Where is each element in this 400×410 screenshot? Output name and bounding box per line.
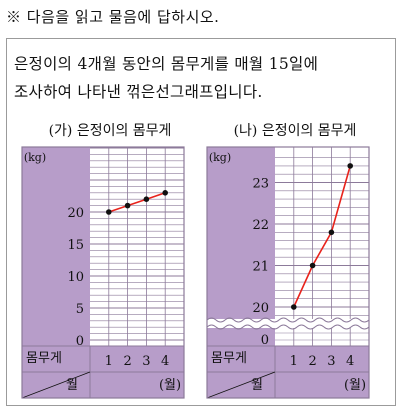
data-point	[162, 190, 168, 196]
x-tick-label: 1	[290, 354, 298, 369]
x-tick-label: 4	[346, 354, 354, 369]
data-point	[328, 229, 335, 236]
y-tick-label: 5	[76, 302, 84, 317]
x-unit-text: (월)	[344, 378, 366, 393]
chart-title: (나) 은정이의 몸무게	[234, 123, 357, 139]
ylabel-text: 몸무게	[26, 351, 62, 366]
data-point	[143, 196, 150, 202]
series-line	[293, 165, 351, 308]
y-tick-label: 20	[67, 206, 84, 221]
problem-text-line2: 조사하여 나타낸 꺾은선그래프입니다.	[14, 83, 263, 101]
data-point	[106, 209, 112, 215]
y-tick-label: 22	[252, 218, 269, 233]
data-point	[291, 304, 297, 310]
xlabel-text: 월	[251, 378, 263, 393]
problem-text-line1: 은정이의 4개월 동안의 몸무게를 매월 15일에	[14, 55, 319, 73]
plot-area	[90, 147, 184, 346]
y-tick-label: 23	[252, 177, 269, 192]
table-diagonal	[21, 371, 91, 399]
x-unit-text: (월)	[159, 378, 181, 393]
series-line	[108, 192, 166, 213]
plot-area	[275, 147, 369, 346]
x-tick-label: 2	[123, 354, 131, 369]
data-point	[347, 163, 354, 169]
instruction-text: ※ 다음을 읽고 물음에 답하시오.	[6, 8, 220, 26]
x-tick-label: 3	[327, 354, 335, 369]
y-tick-label: 10	[67, 270, 84, 285]
data-point	[124, 202, 131, 209]
chart-border	[21, 146, 185, 399]
x-tick-label: 3	[142, 354, 150, 369]
data-point	[309, 262, 316, 269]
y-tick-label: 20	[252, 301, 269, 316]
y-tick-label: 0	[261, 333, 269, 348]
axis-break-wave	[206, 324, 370, 330]
table-diagonal	[206, 371, 276, 399]
axis-break-gap	[207, 319, 369, 328]
unit-label: (kg)	[24, 151, 46, 164]
unit-label: (kg)	[209, 151, 231, 164]
y-tick-label: 15	[67, 238, 84, 253]
xlabel-text: 월	[66, 378, 78, 393]
chart-border	[206, 146, 370, 399]
chart-title: (가) 은정이의 몸무게	[49, 123, 172, 139]
y-tick-label: 0	[76, 334, 84, 349]
x-tick-label: 2	[308, 354, 316, 369]
axis-break-wave	[206, 317, 370, 323]
x-tick-label: 1	[105, 354, 113, 369]
ylabel-text: 몸무게	[211, 351, 247, 366]
x-tick-label: 4	[161, 354, 169, 369]
y-tick-label: 21	[252, 260, 269, 275]
